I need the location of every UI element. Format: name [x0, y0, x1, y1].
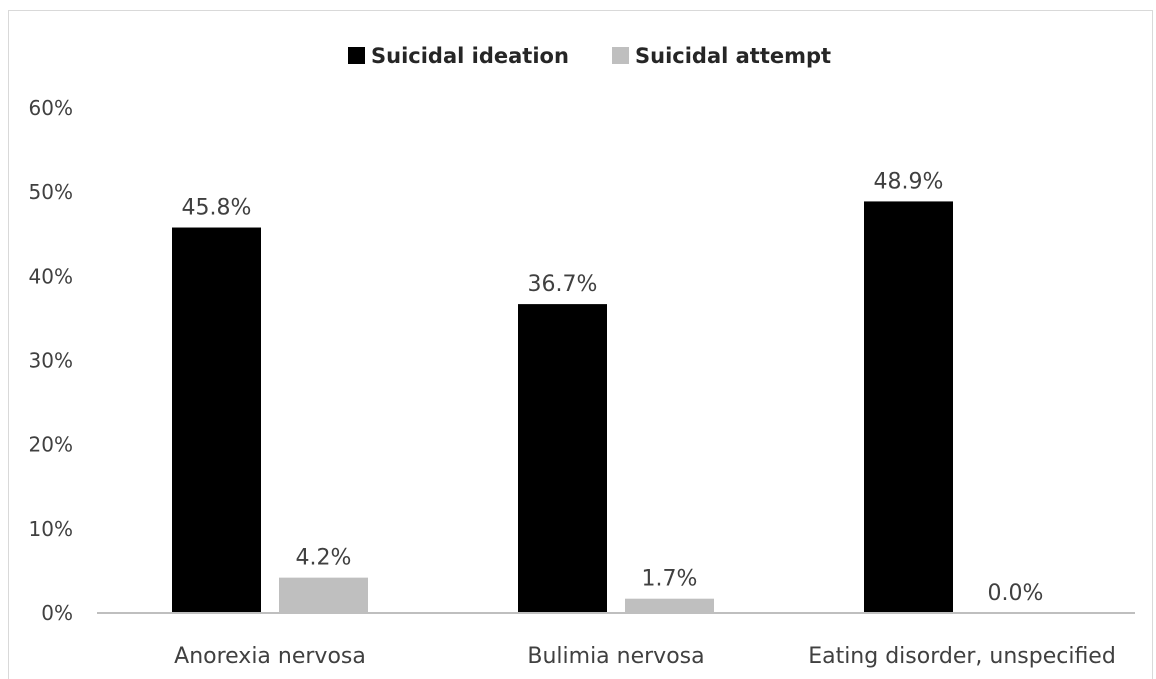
data-label: 45.8% — [182, 196, 252, 221]
data-labels: 45.8% 4.2% 36.7% 1.7% 48.9% 0.0% — [182, 169, 1044, 606]
data-label: 48.9% — [874, 169, 944, 194]
data-label: 36.7% — [528, 272, 598, 297]
bar-suicidal-ideation-2 — [864, 201, 953, 614]
x-axis-category-labels: Anorexia nervosa Bulimia nervosa Eating di… — [174, 644, 1116, 669]
bar-suicidal-attempt-1 — [625, 598, 714, 613]
y-tick-label: 30% — [29, 349, 73, 373]
y-axis-tick-labels: 0% 10% 20% 30% 40% 50% 60% — [29, 96, 73, 625]
bar-suicidal-ideation-1 — [518, 304, 607, 613]
bar-suicidal-attempt-0 — [279, 577, 368, 613]
y-tick-label: 0% — [41, 601, 73, 625]
data-label: 1.7% — [642, 567, 698, 592]
y-tick-label: 40% — [29, 264, 73, 288]
legend: Suicidal ideation Suicidal attempt — [348, 44, 831, 68]
y-tick-label: 10% — [29, 517, 73, 541]
legend-label-suicidal-ideation: Suicidal ideation — [371, 44, 569, 68]
x-category-label: Bulimia nervosa — [527, 644, 704, 669]
legend-swatch-suicidal-ideation — [348, 47, 365, 64]
bar-suicidal-ideation-0 — [172, 227, 261, 613]
data-label: 4.2% — [296, 546, 352, 571]
y-tick-label: 20% — [29, 433, 73, 457]
x-category-label: Anorexia nervosa — [174, 644, 366, 669]
legend-swatch-suicidal-attempt — [612, 47, 629, 64]
bars — [172, 201, 953, 614]
y-tick-label: 50% — [29, 180, 73, 204]
x-category-label: Eating disorder, unspecified — [808, 644, 1116, 669]
y-tick-label: 60% — [29, 96, 73, 120]
legend-label-suicidal-attempt: Suicidal attempt — [635, 44, 831, 68]
data-label: 0.0% — [988, 581, 1044, 606]
